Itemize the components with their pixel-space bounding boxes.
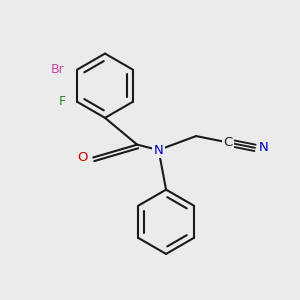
Text: Br: Br bbox=[51, 63, 65, 76]
Text: N: N bbox=[154, 143, 164, 157]
Text: F: F bbox=[58, 95, 66, 108]
Text: C: C bbox=[224, 136, 233, 149]
Text: O: O bbox=[77, 151, 88, 164]
Text: N: N bbox=[259, 141, 269, 154]
